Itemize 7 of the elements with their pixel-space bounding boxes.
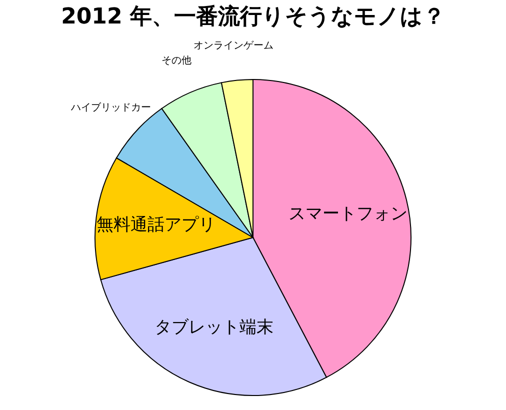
slice-label: その他 (161, 54, 192, 67)
chart-title: 2012 年、一番流行りそうなモノは？ (61, 4, 445, 30)
slice-label: タブレット端末 (154, 317, 274, 338)
slice-label: ハイブリッドカー (70, 101, 151, 114)
slice-label: スマートフォン (288, 204, 408, 224)
slice-label: 無料通話アプリ (96, 214, 216, 235)
slice-label: オンラインゲーム (194, 40, 274, 52)
